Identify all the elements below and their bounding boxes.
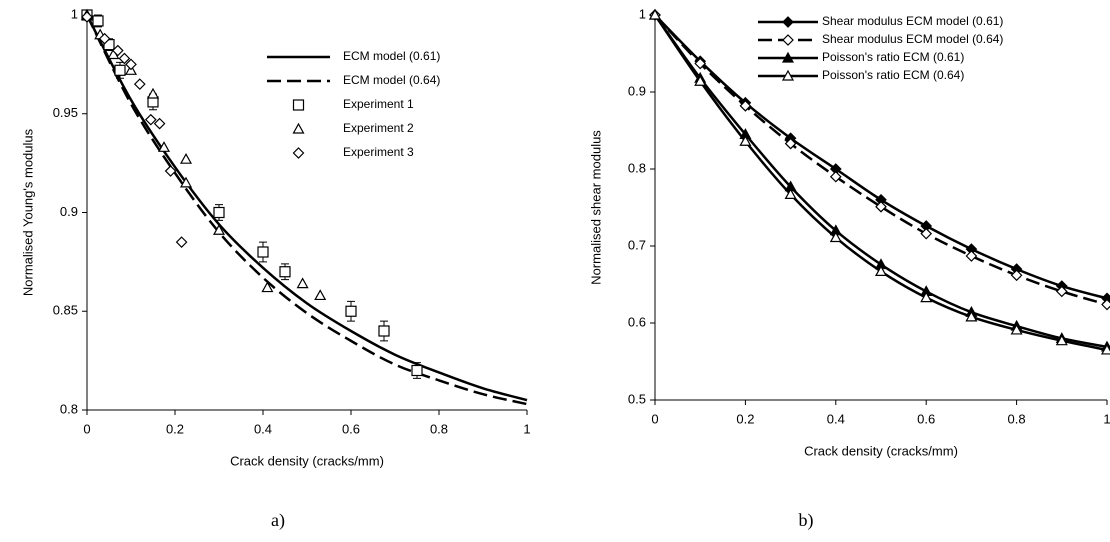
x-tick-label: 1 [523, 421, 530, 436]
x-tick-label: 1 [1103, 411, 1110, 426]
data-point [212, 224, 226, 235]
data-point [92, 15, 104, 27]
data-point [784, 188, 797, 200]
data-point [411, 364, 423, 377]
data-point [829, 231, 842, 243]
data-point [1010, 269, 1023, 282]
data-point [157, 141, 171, 152]
legend-label: Shear modulus ECM model (0.64) [822, 32, 1003, 46]
y-tick-label: 0.8 [628, 160, 646, 175]
data-point [648, 8, 662, 20]
x-tick-label: 0.2 [166, 421, 184, 436]
y-tick-label: 0.9 [628, 83, 646, 98]
data-point [175, 236, 188, 248]
y-tick-label: 0.8 [60, 401, 78, 416]
x-tick-label: 0 [651, 411, 658, 426]
data-point [1055, 334, 1068, 346]
y-tick-label: 1 [71, 6, 78, 21]
legend-label: Experiment 3 [343, 145, 414, 159]
y-tick-label: 0.7 [628, 237, 646, 252]
x-axis-title: Crack density (cracks/mm) [230, 453, 384, 468]
y-tick-label: 0.9 [60, 204, 78, 219]
data-point [213, 206, 225, 219]
data-point [257, 246, 269, 258]
data-point [296, 277, 309, 289]
series-line [653, 14, 1108, 352]
x-tick-label: 0.8 [1008, 411, 1026, 426]
legend-label: ECM model (0.61) [343, 49, 440, 63]
data-point [179, 152, 193, 164]
data-point [920, 291, 933, 303]
legend-marker [292, 122, 305, 134]
data-point [118, 52, 131, 65]
legend-label: Poisson's ratio ECM (0.61) [822, 50, 964, 64]
x-tick-label: 0 [83, 421, 90, 436]
data-point [784, 137, 797, 150]
legend-marker [781, 51, 795, 63]
series-line [85, 14, 528, 406]
x-tick-label: 0.4 [827, 411, 845, 426]
legend-marker [292, 99, 305, 111]
caption: a) [271, 510, 285, 531]
data-point [920, 227, 933, 240]
y-tick-label: 1 [639, 6, 646, 21]
legend-label: Experiment 2 [343, 121, 414, 135]
x-axis-title: Crack density (cracks/mm) [804, 443, 958, 458]
data-point [81, 11, 93, 23]
legend-marker [782, 34, 794, 46]
data-point [98, 32, 111, 45]
legend-label: Experiment 1 [343, 97, 414, 111]
caption: b) [799, 510, 814, 531]
data-point [261, 281, 274, 293]
data-point [829, 170, 842, 183]
data-point [1101, 298, 1110, 311]
y-tick-label: 0.6 [628, 314, 646, 329]
data-point [164, 165, 177, 177]
legend-label: Shear modulus ECM model (0.61) [822, 14, 1003, 28]
legend-label: Poisson's ratio ECM (0.64) [822, 68, 964, 82]
data-point [279, 266, 291, 278]
data-point [739, 100, 752, 112]
legend-marker [292, 147, 305, 159]
data-point [1055, 285, 1068, 298]
data-point [111, 44, 124, 57]
data-point [694, 57, 707, 70]
y-axis-title: Normalised Young's modulus [20, 128, 35, 296]
data-point [874, 265, 888, 277]
data-point [1010, 323, 1023, 335]
data-point [179, 176, 193, 188]
data-point [133, 78, 146, 90]
x-tick-label: 0.6 [342, 421, 360, 436]
legend-label: ECM model (0.64) [343, 73, 440, 87]
data-point [875, 200, 887, 213]
series-line [85, 14, 528, 402]
data-point [965, 250, 978, 262]
data-point [153, 117, 166, 130]
x-tick-label: 0.8 [430, 421, 448, 436]
data-point [146, 87, 160, 99]
legend-marker [782, 16, 794, 28]
x-tick-label: 0.4 [254, 421, 272, 436]
y-tick-label: 0.95 [53, 105, 78, 120]
data-point [694, 74, 707, 86]
data-point [378, 325, 390, 337]
x-tick-label: 0.6 [917, 411, 935, 426]
series-line [654, 14, 1108, 306]
y-tick-label: 0.85 [53, 303, 78, 318]
data-point [739, 135, 752, 146]
data-point [345, 305, 357, 317]
data-point [144, 113, 157, 126]
data-point [965, 310, 978, 322]
data-point [314, 289, 327, 301]
y-tick-label: 0.5 [628, 391, 646, 406]
series-line [653, 14, 1108, 349]
x-tick-label: 0.2 [736, 411, 754, 426]
legend-marker [781, 69, 795, 81]
data-point [125, 58, 137, 71]
y-axis-title: Normalised shear modulus [588, 130, 603, 285]
data-point [114, 64, 126, 76]
